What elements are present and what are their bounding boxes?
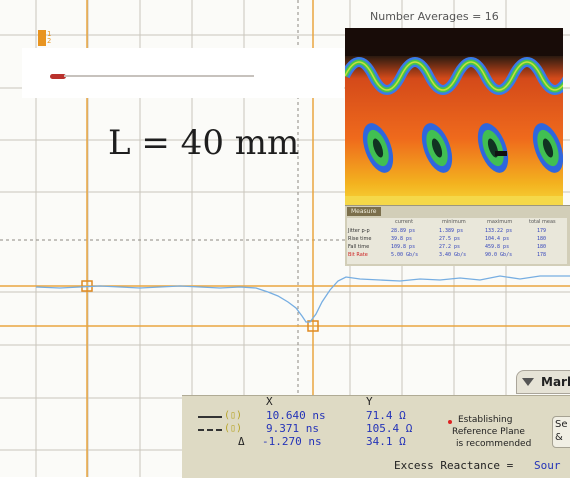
row-label: Rise time — [348, 236, 372, 242]
table-cell: 27.5 ps — [439, 236, 461, 242]
table-cell: 459.8 ps — [485, 244, 510, 250]
number-averages-label: Number Averages = 16 — [370, 10, 499, 23]
channel-marker-text: 1 2 — [47, 30, 52, 45]
measure-tab[interactable]: Measure — [347, 207, 381, 216]
marker-tab-label: Mark — [541, 375, 570, 389]
marker-readout-panel: X Y (▯) 10.640 ns 71.4 Ω (▯) 9.371 ns 10… — [182, 395, 570, 478]
side-button-text: & — [555, 432, 563, 443]
table-cell: 5.00 Gb/s — [391, 252, 419, 258]
measurement-panel: Measure current minimum maximum total me… — [345, 205, 570, 266]
table-cell: 27.2 ps — [439, 244, 461, 250]
marker-2-box[interactable] — [307, 320, 319, 332]
marker-1-line-icon — [198, 416, 222, 418]
note-line: Reference Plane — [452, 427, 525, 437]
table-cell: 179 — [537, 228, 547, 234]
excess-reactance-source[interactable]: Sour — [534, 459, 561, 472]
tdr-trace — [35, 275, 570, 323]
side-button-text: Se — [555, 419, 568, 430]
probe-line — [64, 75, 254, 77]
measurement-table: current minimum maximum total meas Jitte… — [347, 218, 567, 264]
x-column-header: X — [266, 395, 273, 408]
marker-tab[interactable]: Mark — [516, 370, 570, 394]
row-label: Fall time — [348, 244, 370, 250]
table-cell: 180 — [537, 244, 547, 250]
table-cell: 104.4 ps — [485, 236, 510, 242]
table-cell: 178 — [537, 252, 547, 258]
row-label: Bit Rate — [348, 252, 368, 258]
y-column-header: Y — [366, 395, 373, 408]
note-line: is recommended — [456, 439, 532, 449]
table-cell: 39.8 ps — [391, 236, 413, 242]
marker-2-line-icon — [198, 429, 222, 431]
table-cell: 180 — [537, 236, 547, 242]
probe-image-strip — [22, 48, 344, 98]
delta-y-value: 34.1 Ω — [366, 435, 406, 448]
table-cell: 1.389 ps — [439, 228, 464, 234]
column-header: minimum — [442, 219, 466, 225]
table-cell: 109.8 ps — [391, 244, 416, 250]
length-label: L = 40 mm — [108, 123, 300, 163]
channel-marker-icon: 1 2 — [38, 30, 60, 46]
probe-tip — [50, 74, 66, 79]
row-label: Jitter p-p — [348, 228, 370, 234]
excess-reactance-label: Excess Reactance = — [394, 459, 514, 472]
marker-1-swatch-icon: (▯) — [224, 410, 243, 421]
triangle-down-icon — [522, 378, 534, 386]
table-cell: 90.0 Gb/s — [485, 252, 513, 258]
marker-1-x-value: 10.640 ns — [266, 409, 326, 422]
delta-x-value: -1.270 ns — [262, 435, 322, 448]
table-cell: 28.89 ps — [391, 228, 416, 234]
column-header: maximum — [487, 219, 513, 225]
warning-dot-icon — [448, 420, 452, 424]
table-cell: 3.40 Gb/s — [439, 252, 467, 258]
marker-2-swatch-icon: (▯) — [224, 423, 243, 434]
delta-symbol: Δ — [238, 435, 245, 448]
reference-side-button[interactable]: Se & — [552, 416, 570, 448]
column-header: current — [395, 219, 414, 225]
eye-diagram — [345, 28, 563, 206]
note-line: Establishing — [458, 415, 513, 425]
marker-2-x-value: 9.371 ns — [266, 422, 319, 435]
marker-2-y-value: 105.4 Ω — [366, 422, 413, 435]
table-cell: 133.22 ps — [485, 228, 513, 234]
column-header: total meas — [529, 219, 556, 225]
marker-1-y-value: 71.4 Ω — [366, 409, 406, 422]
